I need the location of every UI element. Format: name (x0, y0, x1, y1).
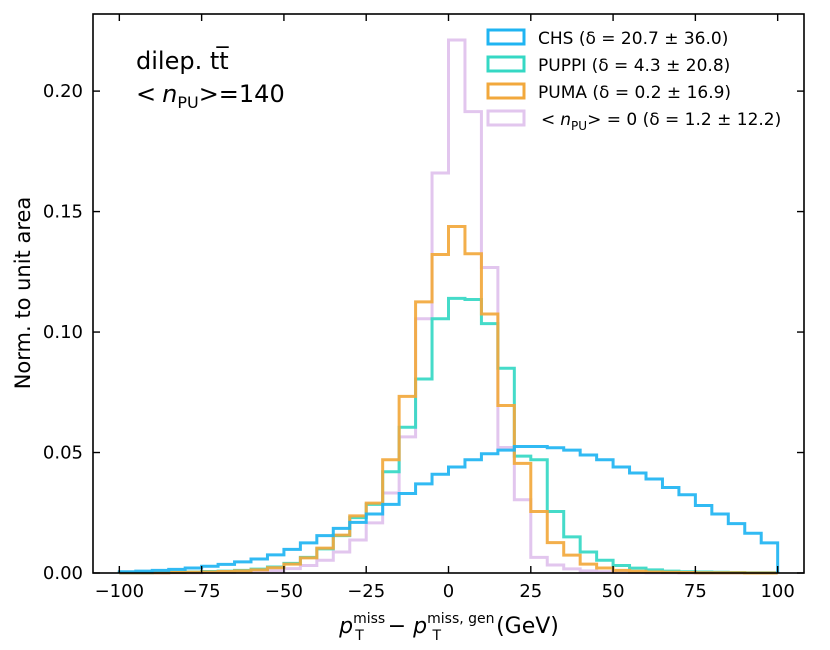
x-tick-label: 100 (760, 581, 794, 602)
legend-label-npu0: < nPU> = 0 (δ = 1.2 ± 12.2) (541, 110, 781, 133)
legend-swatch-puma (486, 82, 526, 100)
x-axis-label-sup2: miss, gen (427, 611, 494, 627)
legend: CHS (δ = 20.7 ± 36.0) PUPPI (δ = 4.3 ± 2… (486, 28, 781, 133)
legend-npu0-sub: PU (571, 119, 587, 133)
x-tick-label: −75 (183, 581, 221, 602)
annotation-pileup: < nPU>=140 (136, 80, 285, 112)
x-axis-label-minus: − (381, 614, 413, 639)
x-tick-label: −25 (347, 581, 385, 602)
annotation-process: dilep. tt̅ (136, 46, 230, 75)
x-axis-label: pmiss T − pmiss, gen T (GeV) (338, 611, 559, 644)
legend-label-puma: PUMA (δ = 0.2 ± 16.9) (538, 83, 731, 103)
annotation-pileup-prefix: < (136, 80, 156, 108)
y-axis-label: Norm. to unit area (11, 197, 35, 390)
legend-swatch-puppi (486, 55, 526, 73)
legend-npu0-suffix: > = 0 (δ = 1.2 ± 12.2) (587, 110, 781, 130)
legend-label-puppi: PUPPI (δ = 4.3 ± 20.8) (538, 56, 730, 76)
x-tick-label: 50 (602, 581, 625, 602)
legend-npu0-var: n (560, 110, 571, 130)
x-axis-label-unit: (GeV) (489, 614, 559, 639)
x-axis-label-sub2: T (432, 628, 442, 644)
legend-label-chs: CHS (δ = 20.7 ± 36.0) (538, 29, 728, 49)
legend-npu0-prefix: < (541, 110, 555, 130)
y-tick-label: 0.00 (43, 563, 83, 584)
series-puma (117, 225, 778, 575)
annotation-pileup-suffix: >=140 (199, 80, 285, 108)
y-tick-label: 0.05 (43, 443, 83, 464)
series-chs (117, 445, 780, 574)
legend-swatch-npu0 (486, 109, 526, 127)
ticks-layer: −100 −75 −50 −25 0 25 50 75 100 0.00 0.05 0.10 0.15 0… (43, 14, 804, 602)
x-tick-label: 0 (443, 581, 454, 602)
x-axis-label-var: p (338, 614, 353, 639)
x-axis-label-sub: T (354, 628, 364, 644)
annotation-pileup-var: n (162, 80, 177, 108)
x-tick-label: 75 (684, 581, 707, 602)
y-tick-label: 0.10 (43, 322, 83, 343)
y-tick-label: 0.20 (43, 81, 83, 102)
legend-swatch-chs (486, 28, 526, 46)
y-tick-label: 0.15 (43, 202, 83, 223)
x-axis-label-var2: p (412, 614, 427, 639)
x-tick-label: −50 (265, 581, 303, 602)
x-axis-label-sup: miss (353, 611, 385, 627)
x-tick-label: 25 (519, 581, 542, 602)
annotation-pileup-sub: PU (177, 93, 198, 112)
x-tick-label: −100 (95, 581, 144, 602)
